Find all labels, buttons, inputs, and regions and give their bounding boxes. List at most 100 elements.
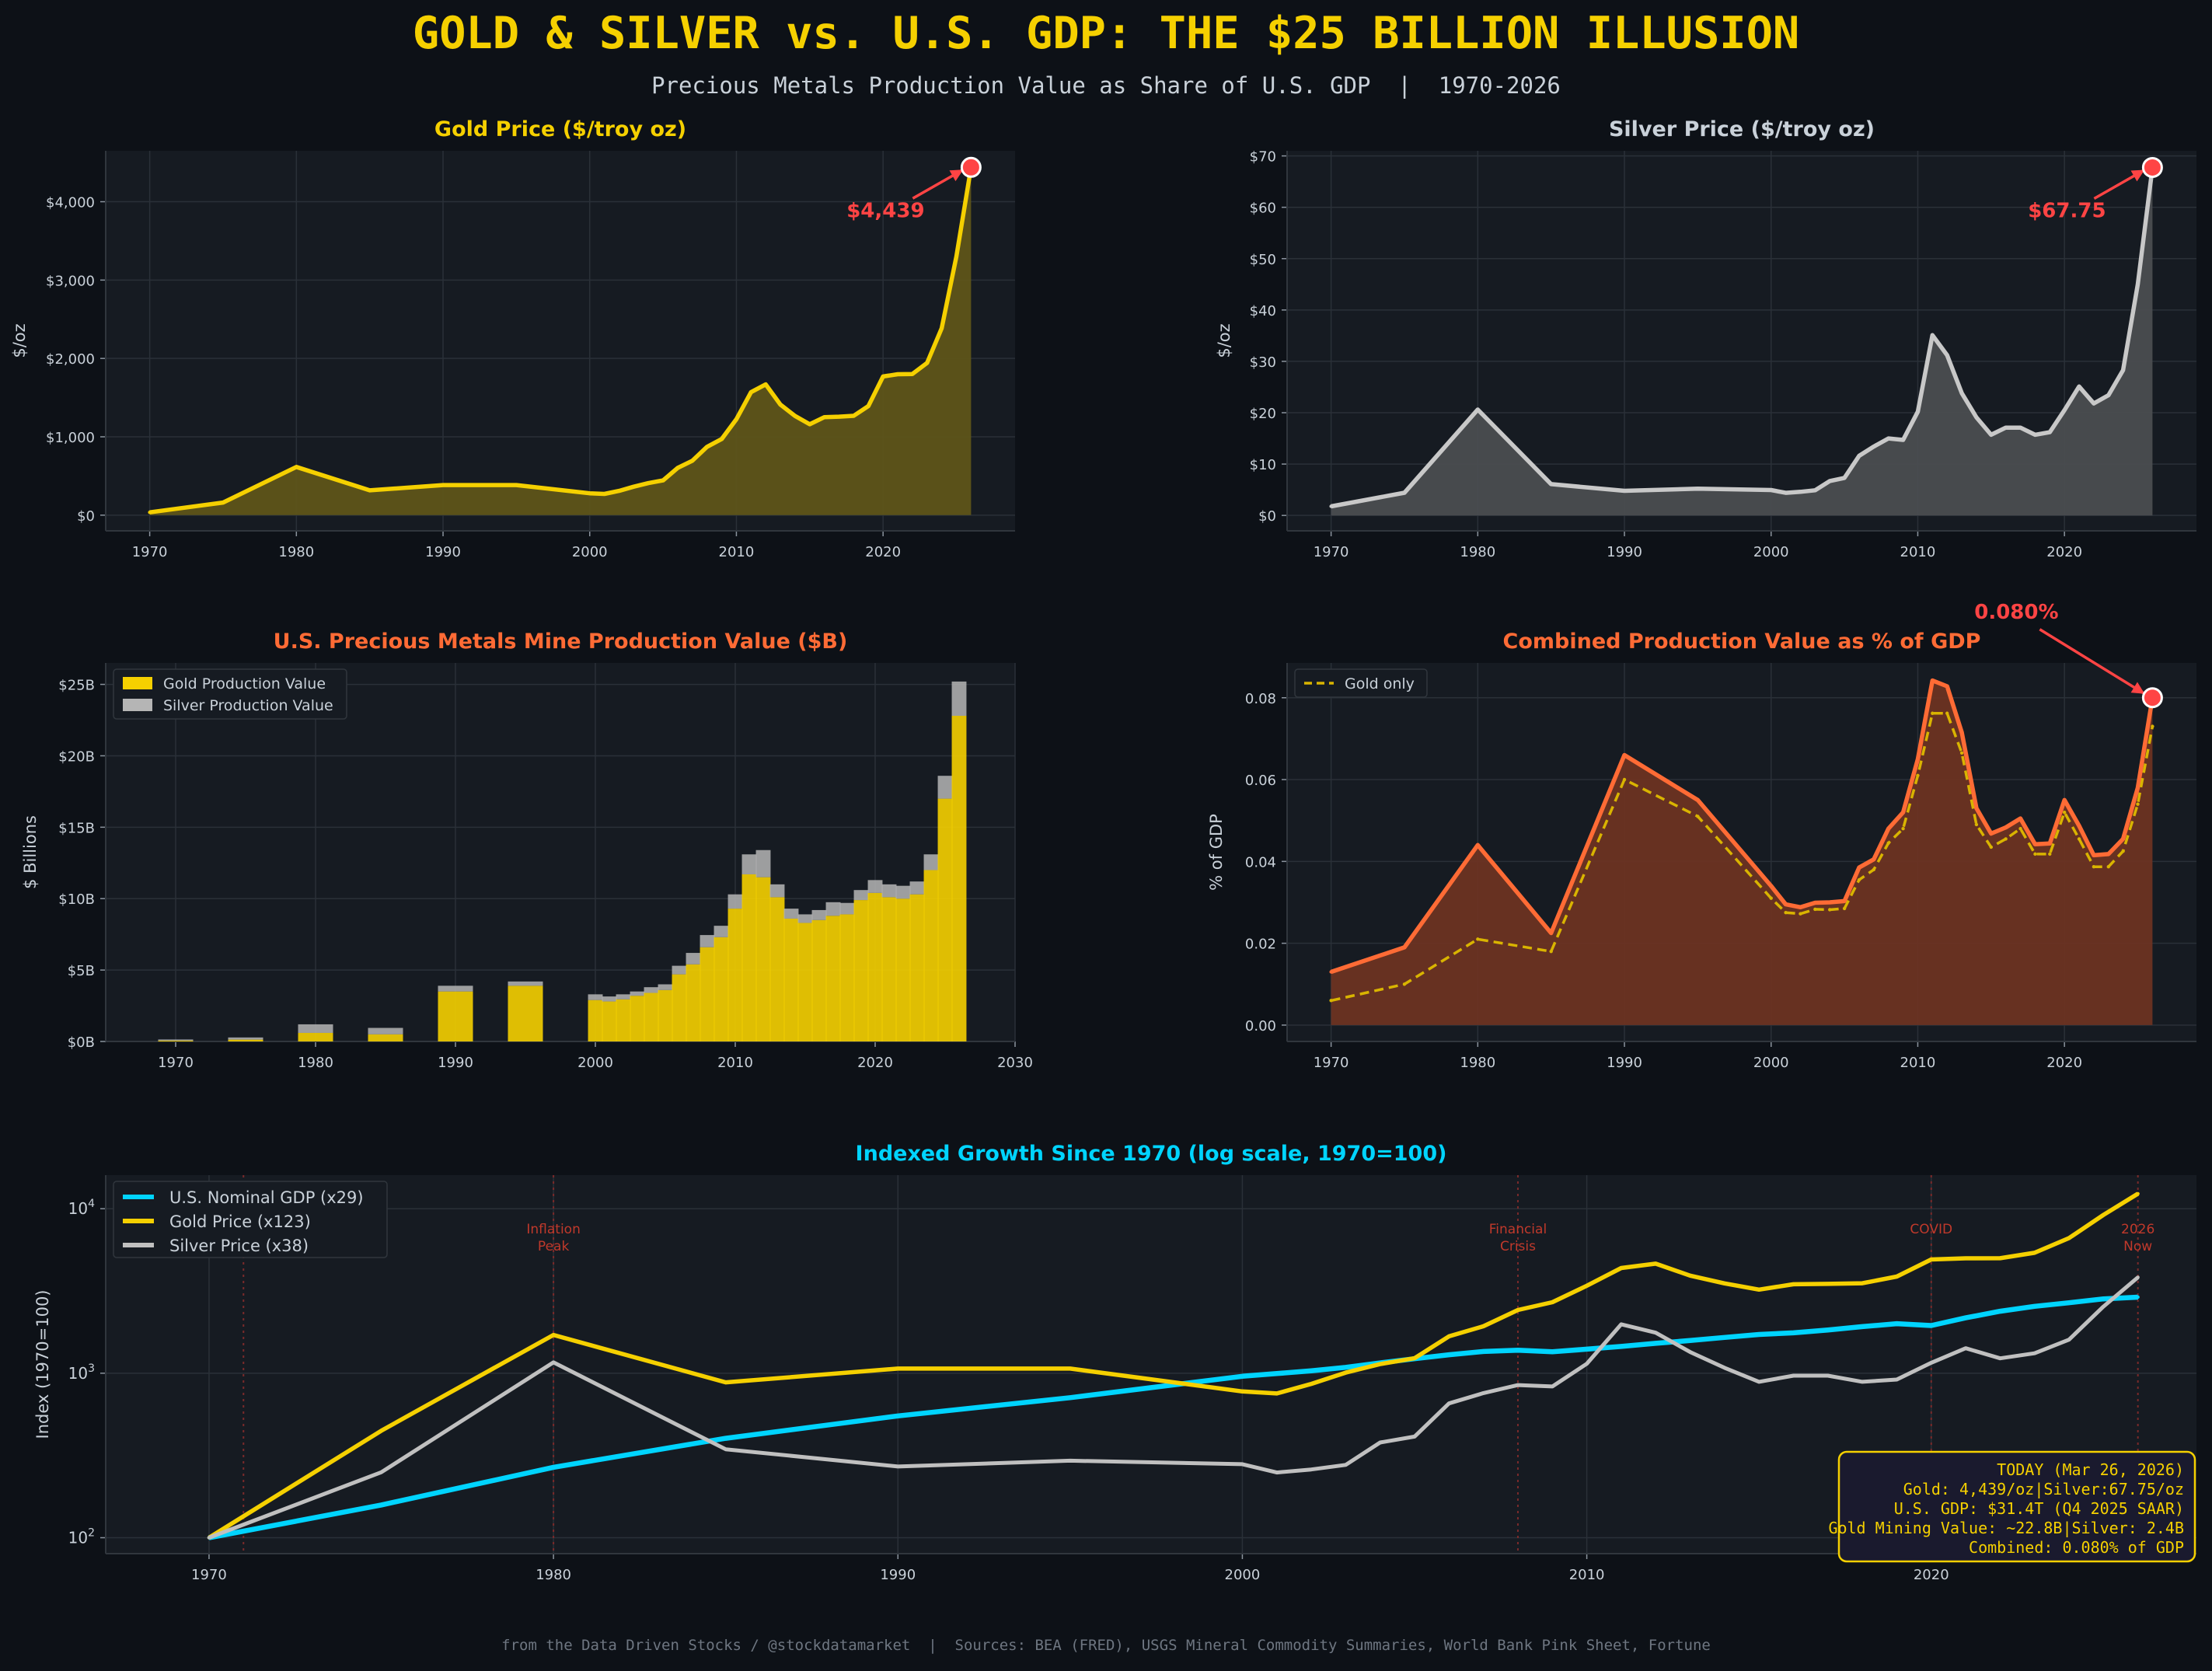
production_value-bar-gold [298, 1032, 333, 1041]
production_value-legend: Gold Production Value Silver Production V… [113, 668, 347, 720]
indexed_growth-silver-point [1309, 1467, 1314, 1471]
production_value-bar-gold [853, 900, 869, 1041]
production_value-bar-silver [686, 953, 701, 965]
production_value-bar-gold [839, 914, 855, 1041]
indexed_growth-cyan-point [1929, 1324, 1933, 1327]
indexed_growth-gold-point [1929, 1258, 1933, 1261]
silver_price-point [1622, 489, 1627, 493]
silver_price-xtick-label: 2000 [1753, 544, 1789, 560]
indexed_growth-event-label: Crisis [1500, 1239, 1536, 1254]
silver_price-ytick-label: $70 [1250, 149, 1276, 166]
production_value-bar-gold [923, 870, 939, 1041]
silver_price-point [1769, 488, 1773, 492]
silver_price-point [2136, 282, 2140, 287]
indexed_growth-cyan-point [1585, 1347, 1589, 1352]
gold_price-ytick-label: $2,000 [46, 351, 95, 368]
production_value-ytick-label: $25B [58, 678, 95, 694]
gdp_share-combined-point [1828, 900, 1832, 905]
indexed_growth-gold-point [1275, 1391, 1279, 1396]
silver_price-ytick-label: $10 [1250, 457, 1276, 473]
gold_price-point [954, 254, 958, 259]
production_value-bar-gold [616, 999, 631, 1041]
indexed_growth-event-label: 2026 [2121, 1222, 2154, 1237]
gdp_share-gold-only-point [1622, 777, 1627, 782]
indexed_growth-event-label: COVID [1910, 1222, 1952, 1237]
silver_price-xtick-label: 2010 [1900, 544, 1936, 560]
indexed_growth-silver-point [1412, 1435, 1417, 1439]
indexed_growth-silver-point [207, 1536, 211, 1540]
silver_price-ytick-label: $50 [1250, 252, 1276, 268]
gold_price-ylabel: $/oz [10, 323, 29, 358]
indexed_growth-gold-point [1585, 1284, 1589, 1288]
gdp_share-gold-only-point [2151, 724, 2154, 728]
gold_price-point [690, 459, 695, 462]
gold_price-point [602, 492, 606, 496]
gdp_share-combined-point [1329, 970, 1333, 974]
production_value-bar-silver [713, 926, 729, 937]
indexed_growth-cyan-point [1860, 1324, 1865, 1329]
indexed_growth-cyan-point [1757, 1332, 1761, 1337]
silver_price-point [1901, 438, 1905, 442]
production_value-bar-silver [298, 1024, 333, 1033]
indexed_growth-gold-point [1654, 1261, 1658, 1266]
indexed_growth-cyan-point [1654, 1341, 1658, 1345]
indexed_growth-chart: 1970 1980 1990 2000 2010 2020102103104Indexed… [33, 1142, 2196, 1583]
indexed_growth-cyan-point [1240, 1374, 1244, 1378]
production_value-bar-silver [755, 849, 771, 877]
production_value-bar-gold [630, 996, 645, 1041]
gdp_share-gold-only-point [1828, 908, 1832, 912]
gold_price-point [720, 437, 724, 441]
indexed_growth-ytick-label: 103 [68, 1362, 95, 1383]
gdp_share-combined-point [2077, 824, 2081, 828]
gold_price-point [895, 372, 900, 376]
production_value-bar-silver [895, 885, 911, 899]
production_value-bar-gold [937, 798, 953, 1041]
silver_price-point [1828, 479, 1832, 483]
gdp_share-chart: 1970 1980 1990 2000 2010 2020 0.00 0.02 0.04 0.06… [1207, 601, 2196, 1071]
indexed_growth-info-box-frame [1837, 1450, 2196, 1563]
gold_price-point [441, 483, 445, 487]
production_value-bar-silver [909, 881, 925, 895]
production_value-bar-silver [658, 984, 673, 990]
silver_price-point [1784, 490, 1788, 495]
gdp_share-gold-only-point [1931, 711, 1935, 715]
indexed_growth-ytick-base: 10 [68, 1364, 88, 1383]
gold_price-xtick-label: 2000 [572, 544, 608, 560]
production_value-bar-gold [228, 1039, 263, 1041]
gdp_share-combined-point [2062, 798, 2067, 802]
gdp_share-ylabel: % of GDP [1207, 814, 1226, 891]
silver_price-point [2077, 385, 2081, 389]
silver_price-ytick-label: $60 [1250, 201, 1276, 217]
gdp_share-ytick-label: 0.06 [1245, 773, 1276, 789]
indexed_growth-gold-point [2067, 1236, 2071, 1240]
gdp_share-latest-point [2141, 687, 2163, 709]
silver_price-ytick-label: $20 [1250, 406, 1276, 422]
gdp_share-xtick-label: 1970 [1314, 1055, 1349, 1071]
gold_price-xtick-label: 2010 [719, 544, 755, 560]
silver_price-point [2018, 425, 2022, 430]
gold_price-point [368, 488, 372, 493]
production_value-bar-gold [508, 986, 543, 1041]
indexed_growth-info-line: Gold Mining Value: ~22.8B|Silver: 2.4B [1828, 1519, 2184, 1537]
silver_price-ytick-label: $0 [1258, 508, 1276, 525]
production_value-ytick-label: $15B [58, 820, 95, 836]
silver_price-point [2062, 408, 2067, 412]
gdp_share-gold-only-point [1813, 907, 1817, 912]
indexed_growth-silver-point [896, 1464, 900, 1469]
production_value-bar-silver [769, 884, 785, 898]
production_value-bar-silver [727, 894, 743, 909]
indexed_growth-cyan-point [1447, 1352, 1451, 1357]
gdp_share-combined-point [1857, 866, 1861, 870]
silver_price-point [1916, 410, 1920, 413]
silver_price-xtick-label: 1990 [1607, 544, 1642, 560]
production_value-xtick-label: 1970 [158, 1055, 194, 1071]
production_value-bar-gold [769, 897, 785, 1041]
production_value-bar-silver [368, 1027, 403, 1034]
production_value-bar-silver [438, 986, 473, 992]
indexed_growth-cyan-point [1309, 1369, 1314, 1373]
indexed_growth-xtick-label: 2000 [1225, 1567, 1261, 1583]
production_value-legend-box [113, 668, 347, 720]
gold_price-ytick-label: $4,000 [46, 195, 95, 211]
gold_price-point [661, 478, 665, 483]
silver_price-xtick-label: 2020 [2046, 544, 2082, 560]
